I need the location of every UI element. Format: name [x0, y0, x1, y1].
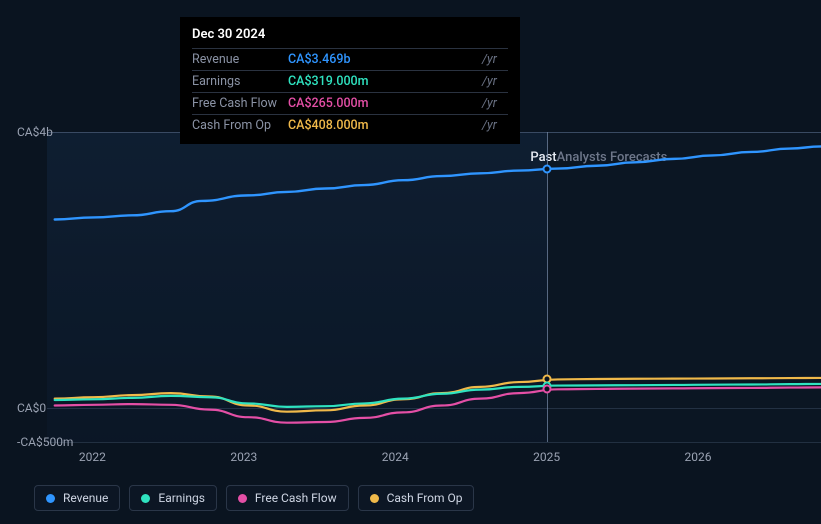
- legend-item-revenue[interactable]: Revenue: [34, 485, 120, 511]
- tooltip-metric-value: CA$265.000m: [288, 93, 478, 115]
- tooltip-table: RevenueCA$3.469b/yrEarningsCA$319.000m/y…: [192, 48, 508, 136]
- series-line-revenue: [55, 146, 821, 219]
- tooltip-metric-label: Cash From Op: [192, 115, 288, 137]
- chart-lines: [47, 132, 821, 442]
- x-axis-label: 2024: [382, 450, 409, 464]
- tooltip-metric-value: CA$3.469b: [288, 49, 478, 71]
- x-axis-label: 2025: [533, 450, 560, 464]
- tooltip-metric-label: Revenue: [192, 49, 288, 71]
- chart-legend: Revenue Earnings Free Cash Flow Cash From O…: [34, 485, 474, 511]
- legend-swatch-icon: [46, 494, 55, 503]
- x-axis-label: 2026: [685, 450, 712, 464]
- x-axis-label: 2022: [79, 450, 106, 464]
- legend-item-earnings[interactable]: Earnings: [129, 485, 217, 511]
- tooltip-metric-unit: /yr: [478, 71, 508, 93]
- x-axis: 2022 2023 2024 2025 2026: [47, 450, 821, 470]
- tooltip-date: Dec 30 2024: [192, 27, 508, 48]
- chart-tooltip: Dec 30 2024 RevenueCA$3.469b/yrEarningsC…: [180, 17, 520, 144]
- legend-item-cash_from_op[interactable]: Cash From Op: [358, 485, 475, 511]
- earnings-revenue-chart: CA$4bCA$0-CA$500m Past Analysts Forecast…: [17, 0, 821, 524]
- legend-swatch-icon: [238, 494, 247, 503]
- legend-label: Revenue: [63, 491, 108, 505]
- series-marker-fcf: [542, 385, 551, 394]
- tooltip-metric-value: CA$319.000m: [288, 71, 478, 93]
- series-marker-revenue: [542, 164, 551, 173]
- legend-item-fcf[interactable]: Free Cash Flow: [226, 485, 349, 511]
- tooltip-metric-unit: /yr: [478, 49, 508, 71]
- tooltip-metric-label: Earnings: [192, 71, 288, 93]
- tooltip-row: EarningsCA$319.000m/yr: [192, 71, 508, 93]
- tooltip-metric-value: CA$408.000m: [288, 115, 478, 137]
- tooltip-metric-label: Free Cash Flow: [192, 93, 288, 115]
- legend-swatch-icon: [370, 494, 379, 503]
- legend-label: Earnings: [158, 491, 205, 505]
- hover-vertical-line: [547, 132, 548, 442]
- tooltip-row: RevenueCA$3.469b/yr: [192, 49, 508, 71]
- legend-swatch-icon: [141, 494, 150, 503]
- legend-label: Free Cash Flow: [255, 491, 337, 505]
- plot-area[interactable]: CA$4bCA$0-CA$500m Past Analysts Forecast…: [47, 132, 821, 442]
- tooltip-metric-unit: /yr: [478, 115, 508, 137]
- tooltip-metric-unit: /yr: [478, 93, 508, 115]
- x-axis-label: 2023: [230, 450, 257, 464]
- y-gridline: [47, 442, 821, 443]
- tooltip-row: Cash From OpCA$408.000m/yr: [192, 115, 508, 137]
- tooltip-row: Free Cash FlowCA$265.000m/yr: [192, 93, 508, 115]
- legend-label: Cash From Op: [387, 491, 463, 505]
